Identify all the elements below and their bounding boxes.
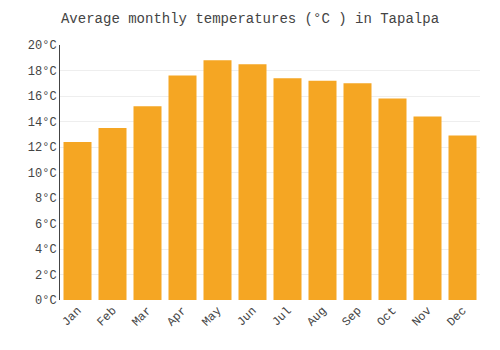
svg-text:2°C: 2°C — [35, 269, 57, 283]
svg-text:Nov: Nov — [409, 304, 434, 329]
svg-text:Sep: Sep — [339, 304, 364, 329]
svg-text:May: May — [199, 304, 224, 329]
svg-text:Average monthly temperatures (: Average monthly temperatures (°C ) in Ta… — [61, 11, 439, 27]
svg-text:Jan: Jan — [59, 304, 84, 329]
svg-text:Jun: Jun — [234, 304, 259, 329]
svg-text:Dec: Dec — [444, 304, 469, 329]
svg-text:Aug: Aug — [304, 304, 329, 329]
svg-text:16°C: 16°C — [28, 90, 57, 104]
svg-text:18°C: 18°C — [28, 65, 57, 79]
svg-text:12°C: 12°C — [28, 141, 57, 155]
svg-text:14°C: 14°C — [28, 116, 57, 130]
svg-text:0°C: 0°C — [35, 294, 57, 308]
svg-text:4°C: 4°C — [35, 243, 57, 257]
svg-text:Apr: Apr — [164, 304, 189, 329]
svg-text:10°C: 10°C — [28, 167, 57, 181]
svg-text:Feb: Feb — [94, 304, 119, 329]
svg-text:6°C: 6°C — [35, 218, 57, 232]
svg-text:Oct: Oct — [374, 304, 399, 329]
svg-text:20°C: 20°C — [28, 39, 57, 53]
svg-text:Jul: Jul — [269, 304, 294, 329]
svg-text:8°C: 8°C — [35, 192, 57, 206]
svg-text:Mar: Mar — [129, 304, 154, 329]
